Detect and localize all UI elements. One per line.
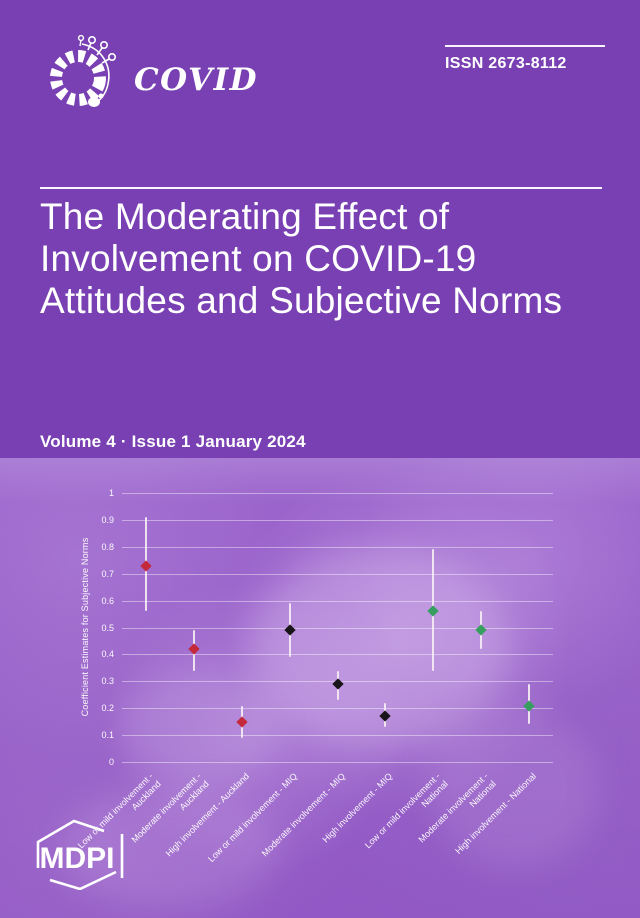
article-title: The Moderating Effect of Involvement on … — [40, 196, 620, 322]
mdpi-logo-text: MDPI — [40, 842, 115, 875]
background-virus-texture — [250, 548, 510, 748]
article-title-line-3: Attitudes and Subjective Norms — [40, 280, 563, 321]
journal-name: COVID — [134, 62, 259, 98]
cover-header: COVID ISSN 2673-8112 The Moderating Effe… — [0, 0, 640, 458]
issn-block: ISSN 2673-8112 — [445, 45, 605, 73]
background-virus-texture — [430, 708, 600, 868]
issn-text: ISSN 2673-8112 — [445, 54, 567, 72]
background-virus-texture — [120, 668, 280, 788]
title-divider-line — [40, 187, 602, 189]
coronavirus-logo-icon — [50, 34, 116, 107]
journal-brand: COVID — [42, 34, 258, 112]
article-title-line-1: The Moderating Effect of — [40, 196, 450, 237]
issn-divider-line — [445, 45, 605, 47]
article-title-line-2: Involvement on COVID-19 — [40, 238, 477, 279]
issue-info: Volume 4 · Issue 1 January 2024 — [40, 432, 306, 451]
mdpi-logo: MDPI — [36, 819, 124, 890]
